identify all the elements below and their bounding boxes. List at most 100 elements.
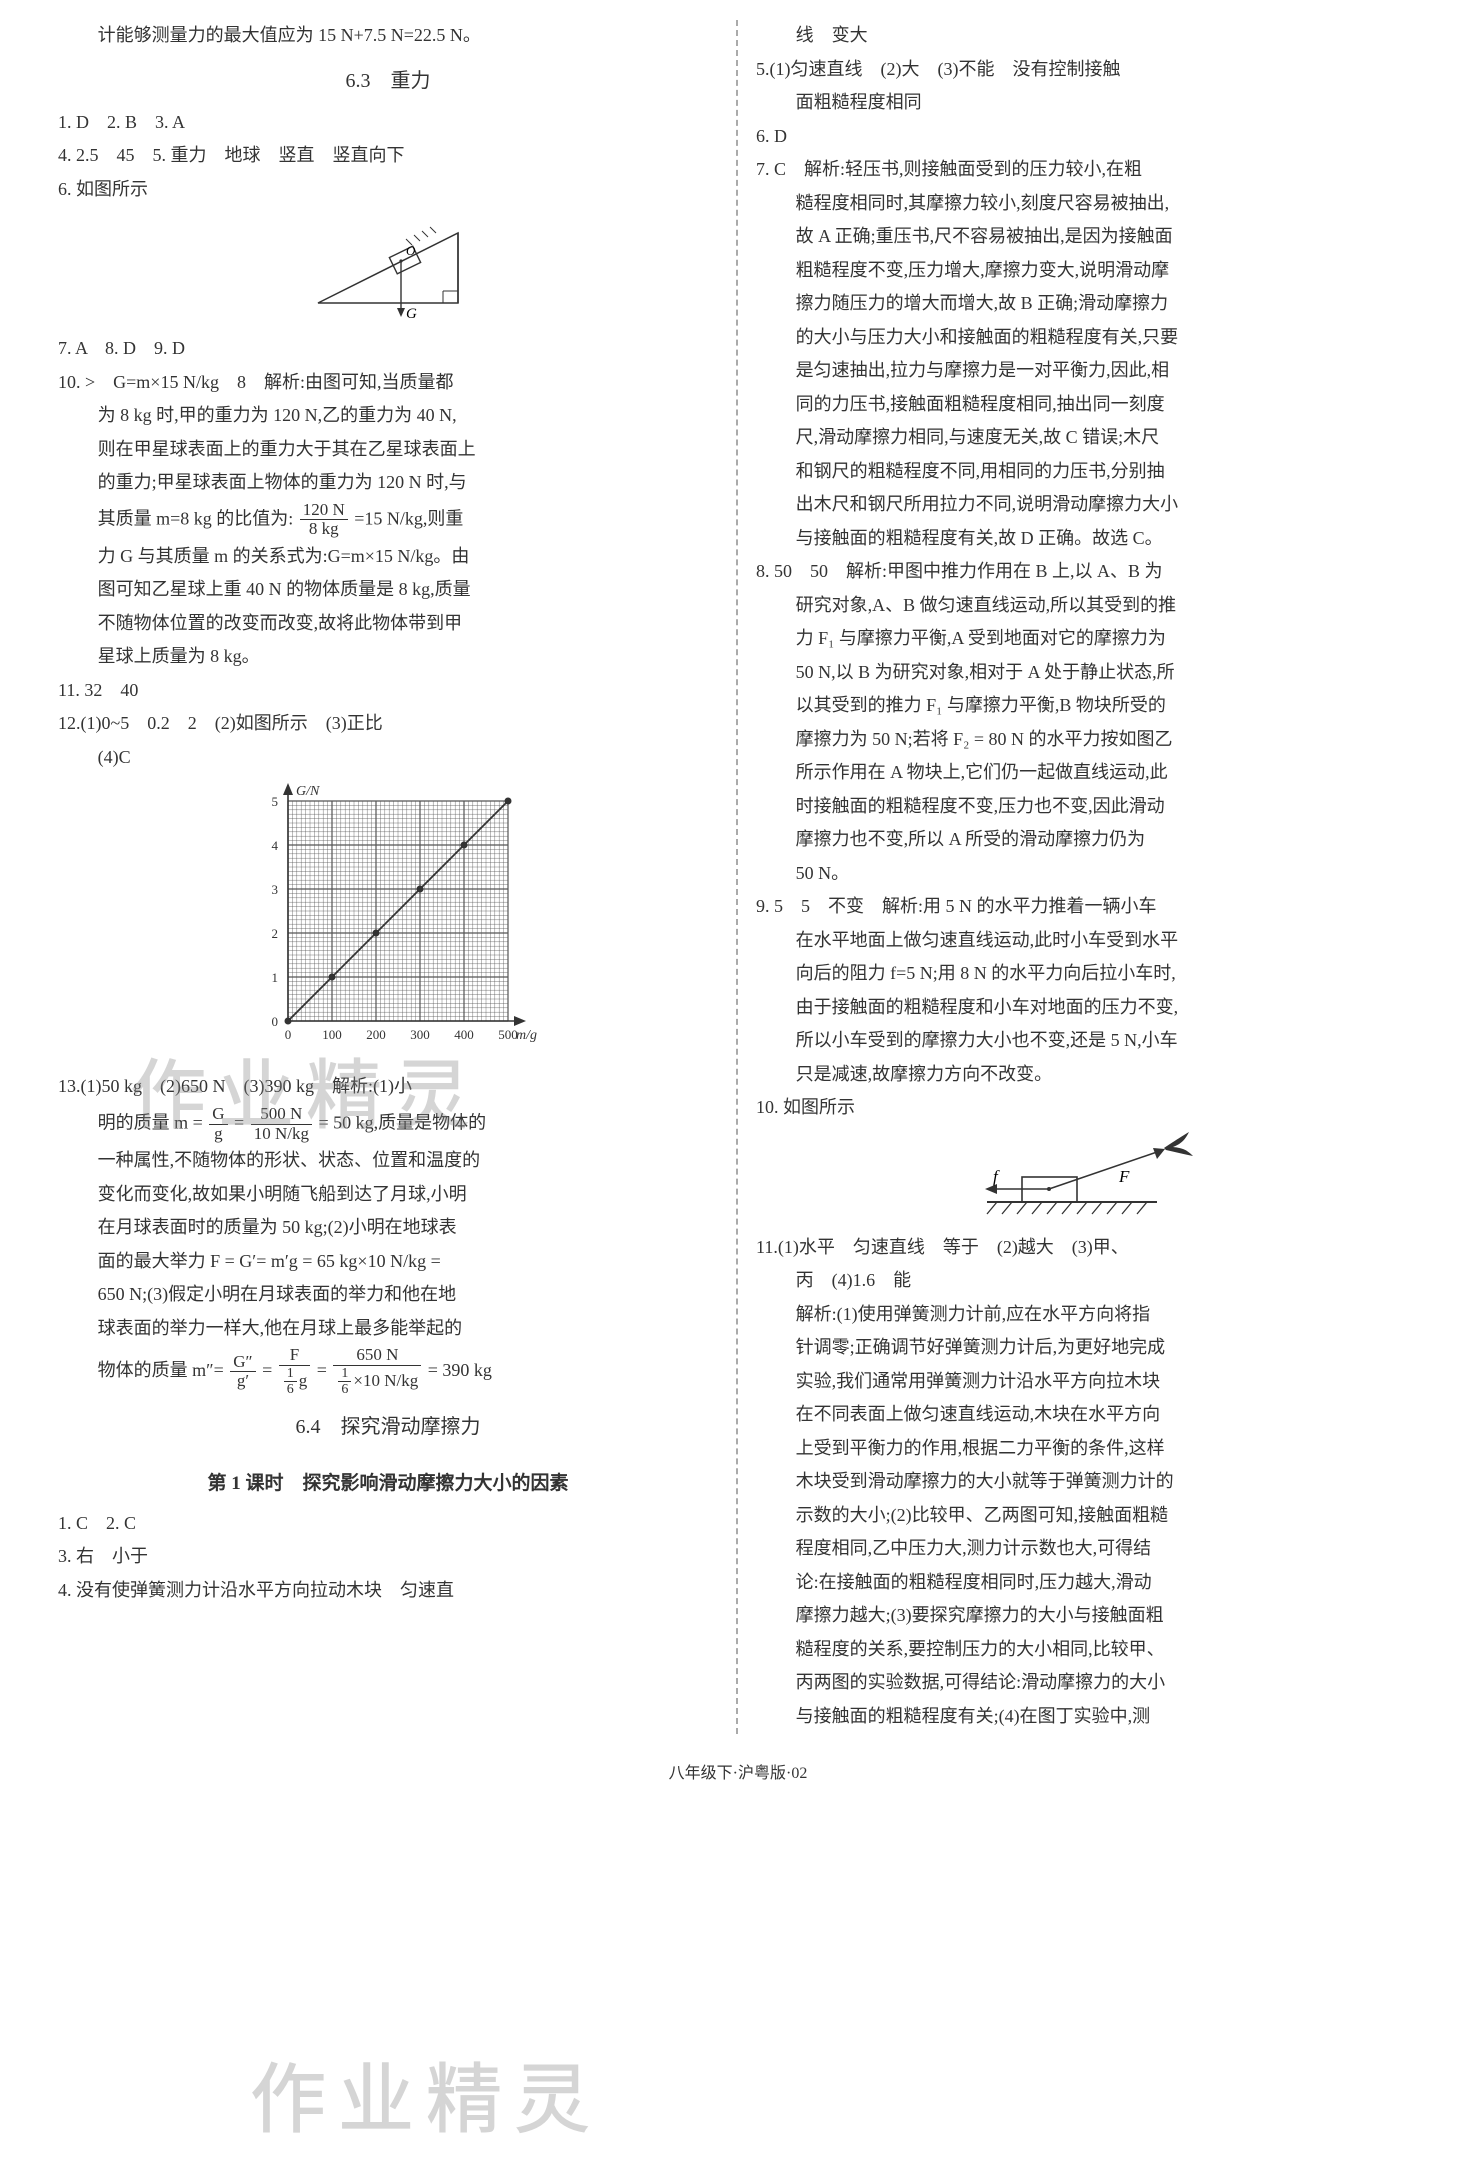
friction-figure: f F (756, 1132, 1418, 1222)
text-line: 13.(1)50 kg (2)650 N (3)390 kg 解析:(1)小 (58, 1071, 718, 1103)
left-column: 计能够测量力的最大值应为 15 N+7.5 N=22.5 N。 6.3 重力 1… (40, 20, 738, 1734)
text-line: 与接触面的粗糙程度有关;(4)在图丁实验中,测 (796, 1701, 1418, 1733)
svg-text:500: 500 (498, 1027, 518, 1042)
text-line: 力 F₁ 与摩擦力平衡,A 受到地面对它的摩擦力为 (796, 623, 1418, 655)
svg-text:5: 5 (272, 794, 279, 809)
fraction: 1 6 (336, 1366, 353, 1398)
text-span: 其质量 m=8 kg 的比值为: (98, 508, 294, 528)
text-line: 力 G 与其质量 m 的关系式为:G=m×15 N/kg。由 (98, 541, 718, 573)
page-footer: 八年级下·沪粤版·02 (40, 1750, 1436, 1788)
fraction: 1 6 (282, 1366, 299, 1398)
denominator: g′ (230, 1372, 255, 1391)
text-line: 为 8 kg 时,甲的重力为 120 N,乙的重力为 40 N, (98, 400, 718, 432)
text-line: 与接触面的粗糙程度有关,故 D 正确。故选 C。 (796, 523, 1418, 555)
svg-text:200: 200 (366, 1027, 386, 1042)
text-line: 是匀速抽出,拉力与摩擦力是一对平衡力,因此,相 (796, 355, 1418, 387)
text-line: 10. > G=m×15 N/kg 8 解析:由图可知,当质量都 (58, 367, 718, 399)
text-line: (4)C (58, 742, 718, 774)
numerator: 500 N (251, 1105, 312, 1125)
denominator: 1 6 ×10 N/kg (333, 1366, 421, 1398)
text-span: = (234, 1112, 244, 1132)
text-line: 星球上质量为 8 kg。 (98, 641, 718, 673)
svg-text:300: 300 (410, 1027, 430, 1042)
text-line: 向后的阻力 f=5 N;用 8 N 的水平力向后拉小车时, (796, 958, 1418, 990)
text-line: 在月球表面时的质量为 50 kg;(2)小明在地球表 (98, 1212, 718, 1244)
text-block: 糙程度相同时,其摩擦力较小,刻度尺容易被抽出, 故 A 正确;重压书,尺不容易被… (756, 188, 1418, 557)
fraction: G″ g′ (228, 1353, 257, 1391)
text-line: 9. 5 5 不变 解析:用 5 N 的水平力推着一辆小车 (756, 891, 1418, 923)
text-line: 8. 50 50 解析:甲图中推力作用在 B 上,以 A、B 为 (756, 556, 1418, 588)
svg-text:100: 100 (322, 1027, 342, 1042)
text-line: 和钢尺的粗糙程度不同,用相同的力压书,分别抽 (796, 456, 1418, 488)
sub-section-title: 第 1 课时 探究影响滑动摩擦力大小的因素 (58, 1467, 718, 1500)
text-line: 3. 右 小于 (58, 1541, 718, 1573)
fraction: 120 N 8 kg (298, 501, 350, 539)
text-line: 面的最大举力 F = G′= m′g = 65 kg×10 N/kg = (98, 1246, 718, 1278)
text-line: 线 变大 (756, 20, 1418, 52)
text-line: 5.(1)匀速直线 (2)大 (3)不能 没有控制接触 (756, 54, 1418, 86)
text-span: ×10 N/kg (353, 1371, 418, 1390)
text-span: 明的质量 m = (98, 1112, 203, 1132)
text-span: = (262, 1360, 272, 1380)
text-line: 论:在接触面的粗糙程度相同时,压力越大,滑动 (796, 1567, 1418, 1599)
page-columns: 计能够测量力的最大值应为 15 N+7.5 N=22.5 N。 6.3 重力 1… (40, 20, 1436, 1734)
text-span: = 390 kg (428, 1360, 492, 1380)
text-line: 摩擦力为 50 N;若将 F₂ = 80 N 的水平力按如图乙 (796, 724, 1418, 756)
svg-text:400: 400 (454, 1027, 474, 1042)
text-line: 以其受到的推力 F₁ 与摩擦力平衡,B 物块所受的 (796, 690, 1418, 722)
text-line: 7. A 8. D 9. D (58, 333, 718, 365)
svg-text:G: G (406, 306, 417, 322)
text-line: 针调零;正确调节好弹簧测力计后,为更好地完成 (796, 1332, 1418, 1364)
text-line: 尺,滑动摩擦力相同,与速度无关,故 C 错误;木尺 (796, 422, 1418, 454)
fraction: G g (207, 1105, 229, 1143)
text-line: 粗糙程度不变,压力增大,摩擦力变大,说明滑动摩 (796, 255, 1418, 287)
numerator: 1 (338, 1366, 351, 1382)
svg-text:G/N: G/N (296, 784, 320, 799)
text-span: = (317, 1360, 327, 1380)
text-line: 11. 32 40 (58, 675, 718, 707)
text-line: 擦力随压力的增大而增大,故 B 正确;滑动摩擦力 (796, 288, 1418, 320)
svg-text:m/g: m/g (516, 1028, 537, 1043)
text-line: 木块受到滑动摩擦力的大小就等于弹簧测力计的 (796, 1466, 1418, 1498)
text-line: 12.(1)0~5 0.2 2 (2)如图所示 (3)正比 (58, 708, 718, 740)
svg-text:3: 3 (272, 882, 279, 897)
denominator: 6 (338, 1382, 351, 1397)
svg-text:F: F (1118, 1167, 1130, 1186)
fraction: 650 N 1 6 ×10 N/kg (331, 1346, 423, 1397)
text-span: g (299, 1371, 308, 1390)
text-line: 面粗糙程度相同 (756, 87, 1418, 119)
text-block: 丙 (4)1.6 能 解析:(1)使用弹簧测力计前,应在水平方向将指 针调零;正… (756, 1265, 1418, 1734)
text-line: 一种属性,不随物体的形状、状态、位置和温度的 (98, 1145, 718, 1177)
text-line: 摩擦力也不变,所以 A 所受的滑动摩擦力仍为 (796, 824, 1418, 856)
numerator: G (209, 1105, 227, 1125)
text-block: 研究对象,A、B 做匀速直线运动,所以其受到的推 力 F₁ 与摩擦力平衡,A 受… (756, 590, 1418, 892)
text-block: 为 8 kg 时,甲的重力为 120 N,乙的重力为 40 N, 则在甲星球表面… (58, 400, 718, 675)
text-line: 物体的质量 m″= G″ g′ = F 1 6 g = (98, 1346, 718, 1397)
text-line: 不随物体位置的改变而改变,故将此物体带到甲 (98, 608, 718, 640)
numerator: 1 (284, 1366, 297, 1382)
text-block: 明的质量 m = G g = 500 N 10 N/kg = 50 kg,质量是… (58, 1105, 718, 1400)
text-line: 同的力压书,接触面粗糙程度相同,抽出同一刻度 (796, 389, 1418, 421)
text-line: 故 A 正确;重压书,尺不容易被抽出,是因为接触面 (796, 221, 1418, 253)
text-line: 明的质量 m = G g = 500 N 10 N/kg = 50 kg,质量是… (98, 1105, 718, 1143)
text-line: 计能够测量力的最大值应为 15 N+7.5 N=22.5 N。 (58, 20, 718, 52)
text-line: 在水平地面上做匀速直线运动,此时小车受到水平 (796, 925, 1418, 957)
text-line: 其质量 m=8 kg 的比值为: 120 N 8 kg =15 N/kg,则重 (98, 501, 718, 539)
denominator: 8 kg (300, 520, 348, 539)
watermark-2: 作业精灵 (250, 2034, 602, 2167)
text-line: 时接触面的粗糙程度不变,压力也不变,因此滑动 (796, 791, 1418, 823)
text-line: 50 N,以 B 为研究对象,相对于 A 处于静止状态,所 (796, 657, 1418, 689)
text-line: 图可知乙星球上重 40 N 的物体质量是 8 kg,质量 (98, 574, 718, 606)
text-line: 则在甲星球表面上的重力大于其在乙星球表面上 (98, 434, 718, 466)
denominator: 10 N/kg (251, 1125, 312, 1144)
fraction: 500 N 10 N/kg (249, 1105, 314, 1143)
section-title: 6.3 重力 (58, 64, 718, 99)
fraction: F 1 6 g (277, 1346, 313, 1397)
svg-text:1: 1 (272, 970, 279, 985)
svg-text:0: 0 (285, 1027, 292, 1042)
text-span: 物体的质量 m″= (98, 1360, 224, 1380)
text-line: 在不同表面上做匀速直线运动,木块在水平方向 (796, 1399, 1418, 1431)
svg-text:2: 2 (272, 926, 279, 941)
svg-text:0: 0 (272, 1014, 279, 1029)
text-block: 在水平地面上做匀速直线运动,此时小车受到水平 向后的阻力 f=5 N;用 8 N… (756, 925, 1418, 1093)
